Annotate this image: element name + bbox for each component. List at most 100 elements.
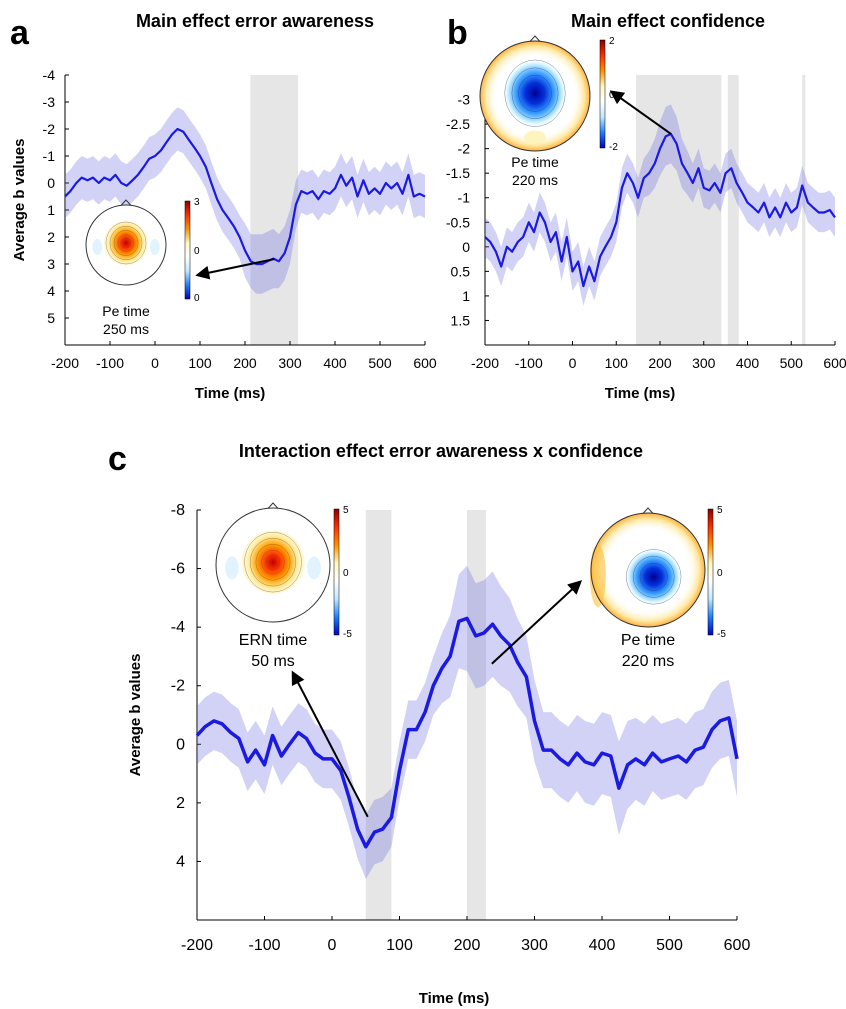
panel-a-ylabel: Average b values	[11, 139, 28, 262]
y-tick-label: -8	[171, 502, 185, 519]
colorbar-tick-label: 5	[343, 505, 349, 516]
y-tick-label: 4	[47, 283, 55, 299]
head-outline	[479, 40, 591, 152]
topomap-b-time: 220 ms	[512, 172, 558, 188]
significance-window	[727, 75, 739, 345]
y-tick-label: -3	[458, 92, 471, 108]
nose-icon	[267, 502, 279, 509]
confidence-band	[65, 107, 425, 294]
colorbar-tick-label: 0	[194, 293, 200, 304]
x-tick-label: 500	[368, 355, 392, 371]
y-tick-label: 2	[176, 795, 185, 812]
colorbar	[184, 200, 191, 300]
x-tick-label: 400	[736, 355, 760, 371]
y-tick-label: -1	[43, 148, 56, 164]
x-tick-label: 200	[454, 937, 481, 954]
significance-window	[635, 75, 722, 345]
nose-icon	[120, 199, 132, 206]
topo-coldspot	[503, 59, 567, 128]
y-tick-label: 0	[176, 736, 185, 753]
y-tick-label: -2.5	[446, 116, 470, 132]
x-tick-label: 100	[188, 355, 212, 371]
topomap-c-ern: 5 0 -5	[215, 502, 352, 640]
colorbar	[599, 39, 606, 149]
head-outline	[590, 512, 706, 628]
significance-window	[365, 510, 392, 920]
panel-c: c Interaction effect error awareness x c…	[108, 440, 750, 1007]
panel-a-title: Main effect error awareness	[136, 11, 374, 31]
plot-area-a: -200 -100 0 100 200 3 0 0 400 500 600 -4 -3 -2 -1 0 1 2 3 4…	[43, 67, 437, 371]
y-tick-label: -3	[43, 94, 56, 110]
y-tick-label: -6	[171, 561, 185, 578]
x-tick-label: 600	[413, 355, 437, 371]
x-tick-label: -200	[471, 355, 499, 371]
x-tick-label: -100	[248, 937, 280, 954]
panel-a: a Main effect error awareness -200 -100 0 1…	[10, 11, 437, 402]
y-tick-label: 1.5	[451, 312, 471, 328]
topomap-b-label: Pe time	[511, 154, 559, 170]
head-outline	[85, 204, 167, 286]
panel-b-title: Main effect confidence	[571, 11, 765, 31]
y-tick-label: 5	[47, 310, 55, 326]
confidence-band	[485, 104, 835, 306]
x-tick-label: 200	[233, 355, 257, 371]
colorbar	[333, 508, 340, 636]
x-tick-label: 0	[569, 355, 577, 371]
y-tick-label: 3	[47, 256, 55, 272]
x-tick-label: 100	[605, 355, 629, 371]
x-tick-label: 400	[589, 937, 616, 954]
panel-b-xlabel: Time (ms)	[605, 385, 676, 402]
colorbar-tick-label: 0	[194, 246, 200, 257]
x-tick-label: -100	[96, 355, 124, 371]
colorbar-tick-label: 0	[343, 568, 349, 579]
head-outline	[215, 507, 331, 623]
confidence-band	[197, 565, 737, 879]
y-tick-label: 0	[47, 175, 55, 191]
x-tick-label: 500	[656, 937, 683, 954]
x-tick-label: 100	[386, 937, 413, 954]
y-tick-label: -4	[171, 619, 185, 636]
colorbar-tick-label: -5	[343, 629, 352, 640]
series-line	[195, 616, 739, 849]
y-tick-label: -0.5	[446, 214, 470, 230]
significance-window	[802, 75, 806, 345]
panel-c-xlabel: Time (ms)	[419, 990, 490, 1007]
topomap-c-pe-label: Pe time	[621, 632, 675, 649]
topomap-b: 2 0 -2	[479, 35, 618, 153]
y-tick-label: 1	[462, 288, 470, 304]
x-tick-label: 300	[521, 937, 548, 954]
colorbar-tick-label: 3	[194, 197, 200, 208]
x-tick-label: 300	[278, 355, 302, 371]
y-tick-label: -1	[458, 190, 471, 206]
y-tick-label: -4	[43, 67, 56, 83]
topomap-a-label: Pe time	[102, 303, 150, 319]
y-tick-label: -2	[458, 141, 471, 157]
arrow-b	[609, 90, 672, 135]
y-tick-label: 4	[176, 853, 185, 870]
topomap-c-pe: 5 0 -5	[589, 505, 726, 640]
topomap-a: 3 0 0	[85, 197, 200, 304]
series-line	[64, 127, 426, 266]
nose-icon	[642, 507, 654, 514]
panel-letter-b: b	[447, 14, 468, 52]
arrow-c-pe	[491, 580, 583, 665]
colorbar-tick-label: -2	[609, 142, 618, 153]
y-tick-label: -2	[43, 121, 56, 137]
y-tick-label: 1	[47, 202, 55, 218]
colorbar-tick-label: 0	[609, 90, 615, 101]
topomap-c-ern-label: ERN time	[239, 632, 308, 649]
panel-c-title: Interaction effect error awareness x con…	[239, 441, 643, 461]
y-tick-label: -1.5	[446, 165, 470, 181]
y-tick-label: -2	[171, 678, 185, 695]
x-tick-label: 0	[151, 355, 159, 371]
x-tick-label: -100	[515, 355, 543, 371]
x-tick-label: 300	[692, 355, 716, 371]
topo-coldspot	[625, 548, 683, 606]
arrow-a	[195, 258, 275, 280]
y-tick-label: 0.5	[451, 263, 471, 279]
x-tick-label: 200	[648, 355, 672, 371]
topomap-a-time: 250 ms	[103, 321, 149, 337]
panel-c-ylabel: Average b values	[127, 654, 144, 777]
